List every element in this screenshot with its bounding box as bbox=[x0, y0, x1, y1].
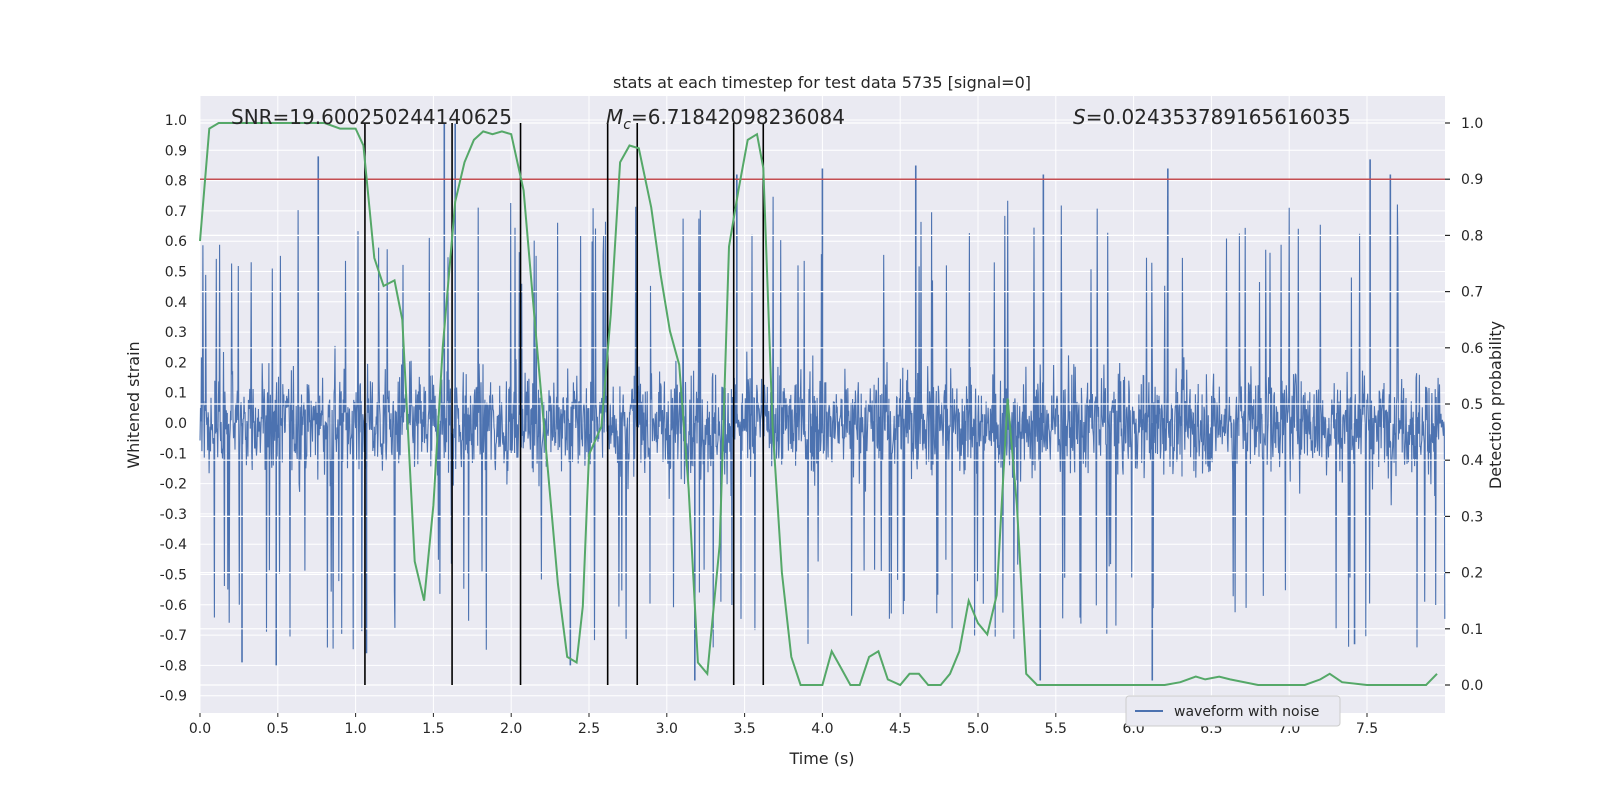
x-tick-label: 5.0 bbox=[967, 721, 989, 737]
x-tick-label: 5.5 bbox=[1045, 721, 1067, 737]
chirp-mass-subscript: c bbox=[623, 117, 631, 133]
x-tick-label: 3.0 bbox=[656, 721, 678, 737]
right-tick-label: 0.7 bbox=[1461, 285, 1483, 301]
left-tick-label: 0.4 bbox=[165, 295, 187, 311]
x-tick-label: 0.5 bbox=[267, 721, 289, 737]
x-tick-label: 1.0 bbox=[344, 721, 366, 737]
right-tick-label: 1.0 bbox=[1461, 116, 1483, 132]
right-tick-label: 0.0 bbox=[1461, 678, 1483, 694]
left-tick-label: -0.7 bbox=[160, 628, 187, 644]
x-tick-label: 7.5 bbox=[1356, 721, 1378, 737]
right-axis-label: Detection probability bbox=[1486, 321, 1505, 489]
left-tick-label: -0.1 bbox=[160, 446, 187, 462]
legend-box bbox=[1125, 695, 1341, 727]
left-tick-label: 0.7 bbox=[165, 204, 187, 220]
s-value: =0.024353789165616035 bbox=[1086, 105, 1351, 129]
left-tick-label: 0.5 bbox=[165, 265, 187, 281]
right-tick-label: 0.5 bbox=[1461, 397, 1483, 413]
left-tick-label: -0.4 bbox=[160, 537, 187, 553]
legend-label: waveform with noise bbox=[1174, 704, 1319, 720]
left-tick-label: 0.0 bbox=[165, 416, 187, 432]
left-tick-label: -0.3 bbox=[160, 507, 187, 523]
legend: waveform with noise bbox=[1125, 695, 1341, 727]
left-tick-label: 0.8 bbox=[165, 174, 187, 190]
right-axis-ticks: 1.0 0.9 0.8 0.7 0.6 0.5 0.4 0.3 0.2 0.1 0.0 bbox=[1445, 116, 1483, 694]
left-tick-label: 0.3 bbox=[165, 325, 187, 341]
chart-title: stats at each timestep for test data 573… bbox=[613, 73, 1031, 92]
left-tick-label: -0.6 bbox=[160, 598, 187, 614]
left-tick-label: 0.2 bbox=[165, 355, 187, 371]
snr-annotation: SNR=19.600250244140625 bbox=[231, 105, 512, 129]
left-tick-label: -0.9 bbox=[160, 689, 187, 705]
chirp-mass-annotation: Mc=6.71842098236084 bbox=[606, 105, 845, 133]
right-tick-label: 0.2 bbox=[1461, 566, 1483, 582]
x-tick-label: 4.5 bbox=[889, 721, 911, 737]
x-tick-label: 4.0 bbox=[811, 721, 833, 737]
x-tick-label: 3.5 bbox=[733, 721, 755, 737]
s-annotation: S=0.024353789165616035 bbox=[1073, 105, 1351, 129]
left-tick-label: -0.5 bbox=[160, 568, 187, 584]
x-tick-label: 1.5 bbox=[422, 721, 444, 737]
right-tick-label: 0.6 bbox=[1461, 341, 1483, 357]
right-tick-label: 0.1 bbox=[1461, 622, 1483, 638]
right-tick-label: 0.9 bbox=[1461, 172, 1483, 188]
chirp-mass-value: =6.71842098236084 bbox=[631, 105, 845, 129]
right-tick-label: 0.8 bbox=[1461, 228, 1483, 244]
chirp-mass-symbol: M bbox=[606, 105, 623, 129]
right-tick-label: 0.3 bbox=[1461, 509, 1483, 525]
s-symbol: S bbox=[1073, 105, 1086, 129]
left-axis-ticks: 1.0 0.9 0.8 0.7 0.6 0.5 0.4 0.3 0.2 0.1 0.0 -0.1 -0.… bbox=[160, 113, 187, 705]
left-tick-label: 1.0 bbox=[165, 113, 187, 129]
left-tick-label: -0.2 bbox=[160, 477, 187, 493]
detection-probability-series bbox=[199, 122, 1438, 687]
left-tick-label: 0.6 bbox=[165, 234, 187, 250]
left-tick-label: 0.1 bbox=[165, 386, 187, 402]
event-lines bbox=[364, 123, 765, 685]
x-tick-label: 2.5 bbox=[578, 721, 600, 737]
left-tick-label: 0.9 bbox=[165, 143, 187, 159]
x-axis-label: Time (s) bbox=[788, 749, 854, 768]
right-tick-label: 0.4 bbox=[1461, 453, 1483, 469]
x-tick-label: 2.0 bbox=[500, 721, 522, 737]
left-tick-label: -0.8 bbox=[160, 658, 187, 674]
x-tick-label: 0.0 bbox=[189, 721, 211, 737]
left-axis-label: Whitened strain bbox=[124, 341, 143, 468]
probability-line bbox=[199, 122, 1438, 687]
